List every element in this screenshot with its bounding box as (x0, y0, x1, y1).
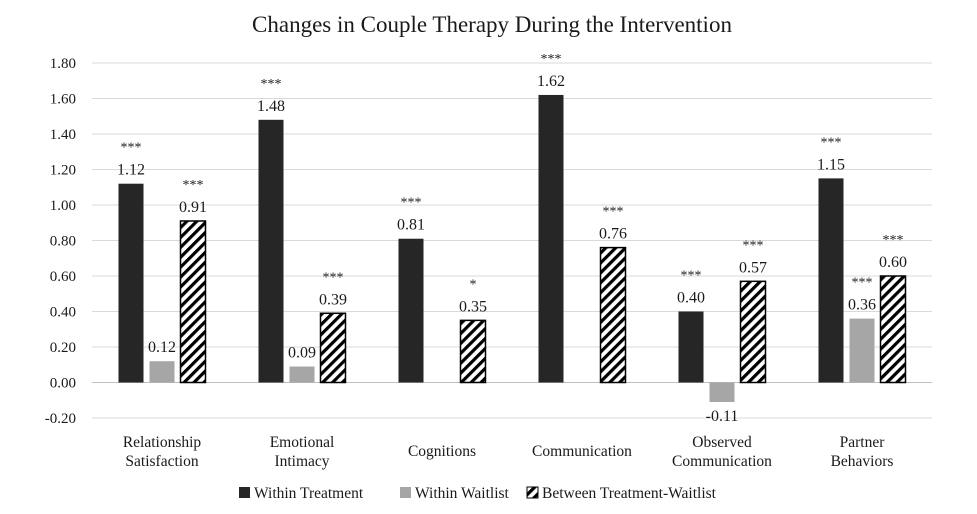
y-tick-label: 1.60 (50, 92, 76, 108)
bar (739, 280, 767, 384)
chart-title: Changes in Couple Therapy During the Int… (252, 12, 732, 37)
data-label: 0.57 (739, 259, 767, 276)
significance-marker: *** (852, 276, 873, 291)
data-label: 0.81 (397, 217, 425, 234)
legend-swatch (526, 486, 539, 499)
x-category-label: Cognitions (408, 443, 476, 460)
bar (709, 382, 735, 403)
bar (179, 220, 207, 384)
significance-marker: *** (323, 270, 344, 285)
data-label: 1.12 (117, 162, 145, 179)
x-category-label: Observed (692, 434, 752, 451)
y-tick-label: 1.20 (50, 163, 76, 179)
bar (849, 318, 875, 383)
y-tick-label: 0.20 (50, 340, 76, 356)
significance-marker: *** (121, 141, 142, 156)
significance-marker: *** (183, 178, 204, 193)
data-label: 0.76 (599, 226, 627, 243)
bar (678, 311, 704, 383)
y-tick-label: 1.00 (50, 198, 76, 214)
y-tick-label: 0.40 (50, 305, 76, 321)
bar (879, 275, 907, 384)
x-category-label: Satisfaction (125, 453, 198, 470)
data-label: 0.60 (879, 254, 907, 271)
significance-marker: *** (681, 269, 702, 284)
y-tick-label: 0.80 (50, 234, 76, 250)
bar (538, 94, 564, 383)
y-tick-label: -0.20 (45, 411, 76, 427)
data-label: 0.91 (179, 199, 207, 216)
data-label: 1.15 (817, 156, 845, 173)
data-label: 1.48 (257, 98, 285, 115)
x-axis: Relationship Satisfaction Emotional Intimac… (123, 434, 894, 470)
y-tick-label: 1.80 (50, 56, 76, 72)
bars (118, 94, 907, 403)
x-category-label: Communication (532, 443, 632, 460)
data-label: 0.35 (459, 298, 487, 315)
legend: Within Treatment Within Waitlist Between T… (239, 485, 717, 502)
significance-marker: *** (541, 52, 562, 67)
significance-marker: *** (743, 238, 764, 253)
legend-swatch (239, 487, 250, 498)
legend-label: Within Treatment (254, 485, 364, 502)
x-category-label: Communication (672, 453, 772, 470)
gridlines (92, 62, 932, 419)
significance-marker: *** (883, 233, 904, 248)
data-label: 0.40 (677, 290, 705, 307)
significance-marker: * (470, 277, 477, 292)
y-tick-label: 0.00 (50, 376, 76, 392)
bar (599, 246, 627, 384)
bar (118, 183, 144, 383)
bar (459, 319, 487, 384)
data-label: 0.09 (288, 345, 316, 362)
data-label: 1.62 (537, 73, 565, 90)
legend-label: Between Treatment-Waitlist (542, 485, 717, 502)
significance-marker: *** (603, 205, 624, 220)
bar (289, 366, 315, 383)
bar (818, 178, 844, 383)
bar (258, 119, 284, 383)
data-label: 0.36 (848, 297, 876, 314)
y-tick-label: 1.40 (50, 127, 76, 143)
data-label: 0.12 (148, 339, 176, 356)
x-category-label: Behaviors (831, 453, 894, 470)
significance-marker: *** (261, 77, 282, 92)
legend-swatch (400, 487, 411, 498)
bar (398, 238, 424, 383)
data-label: -0.11 (706, 408, 739, 425)
x-category-label: Relationship (123, 434, 202, 451)
significance-marker: *** (401, 196, 422, 211)
y-tick-label: 0.60 (50, 269, 76, 285)
y-axis: 1.80 1.60 1.40 1.20 1.00 0.80 0.60 0.40 0.20 0.00… (45, 56, 76, 427)
bar (149, 361, 175, 383)
data-label: 0.39 (319, 291, 347, 308)
bar (319, 312, 347, 384)
x-category-label: Intimacy (274, 453, 329, 470)
significance-marker: *** (821, 135, 842, 150)
x-category-label: Emotional (270, 434, 335, 451)
data-labels: 1.12 *** 1.48 *** 0.81 *** 1.62 *** 0.40 *** 1.15 *… (117, 52, 907, 425)
legend-label: Within Waitlist (415, 485, 510, 502)
x-category-label: Partner (840, 434, 886, 451)
